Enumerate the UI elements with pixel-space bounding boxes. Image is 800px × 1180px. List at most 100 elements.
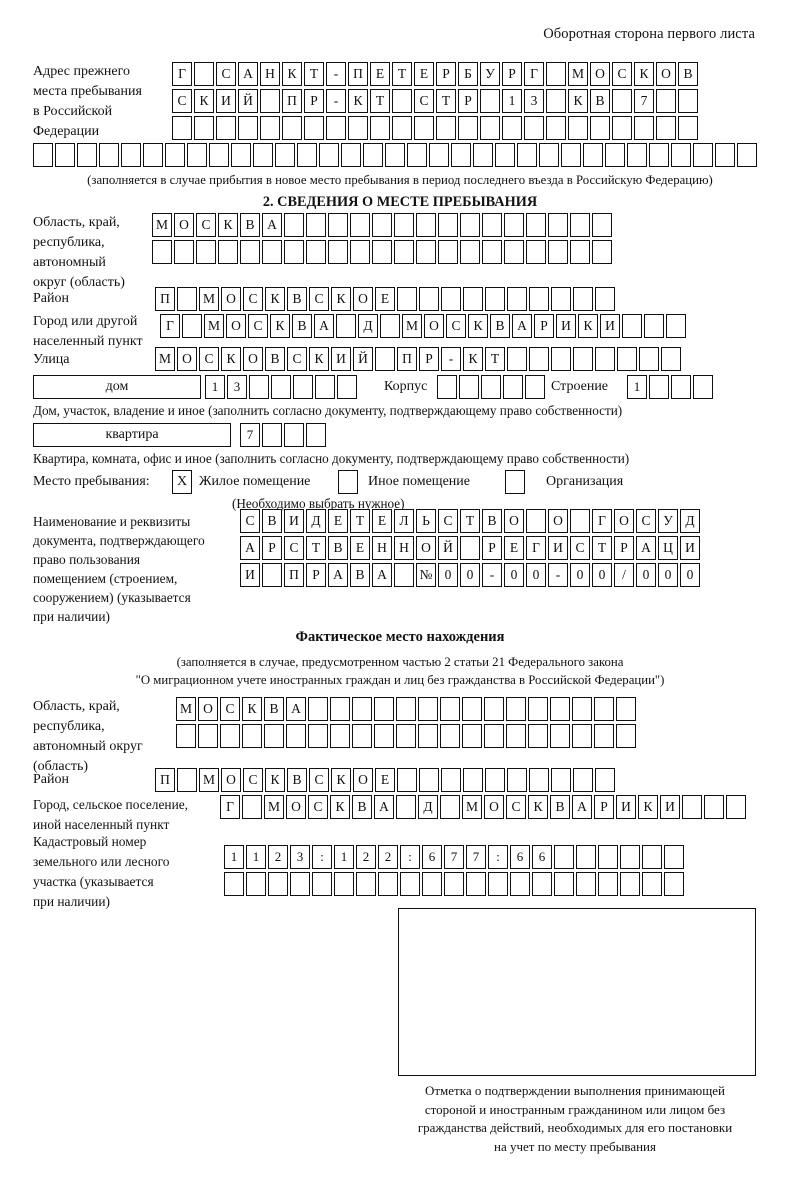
letter-cell[interactable]: Е [372, 509, 392, 533]
letter-cell[interactable]: М [264, 795, 284, 819]
letter-cell[interactable] [394, 240, 414, 264]
letter-cell[interactable]: П [155, 287, 175, 311]
letter-cell[interactable] [482, 213, 502, 237]
letter-cell[interactable] [572, 697, 592, 721]
letter-cell[interactable]: 0 [570, 563, 590, 587]
letter-cell[interactable] [284, 213, 304, 237]
letter-cell[interactable] [282, 116, 302, 140]
letter-cell[interactable]: О [353, 768, 373, 792]
letter-cell[interactable] [644, 314, 664, 338]
letter-cell[interactable]: Г [160, 314, 180, 338]
letter-cell[interactable]: О [424, 314, 444, 338]
letter-cell[interactable]: Т [370, 89, 390, 113]
letter-cell[interactable]: С [309, 287, 329, 311]
letter-cell[interactable]: 7 [444, 845, 464, 869]
letter-cell[interactable] [441, 287, 461, 311]
letter-cell[interactable] [726, 795, 746, 819]
letter-cell[interactable]: 0 [526, 563, 546, 587]
letter-cell[interactable] [612, 89, 632, 113]
stroenie-cells[interactable]: 1 [627, 375, 713, 399]
letter-cell[interactable] [341, 143, 361, 167]
letter-cell[interactable] [55, 143, 75, 167]
letter-cell[interactable]: М [155, 347, 175, 371]
letter-cell[interactable] [174, 240, 194, 264]
letter-cell[interactable]: К [242, 697, 262, 721]
letter-cell[interactable]: О [221, 768, 241, 792]
previous-address-row-4[interactable] [33, 143, 757, 167]
letter-cell[interactable]: Е [350, 536, 370, 560]
letter-cell[interactable]: П [282, 89, 302, 113]
letter-cell[interactable]: У [480, 62, 500, 86]
letter-cell[interactable]: Й [438, 536, 458, 560]
letter-cell[interactable] [246, 872, 266, 896]
letter-cell[interactable] [616, 697, 636, 721]
letter-cell[interactable] [330, 697, 350, 721]
letter-cell[interactable]: С [284, 536, 304, 560]
letter-cell[interactable]: О [177, 347, 197, 371]
letter-cell[interactable] [306, 240, 326, 264]
letter-cell[interactable] [504, 213, 524, 237]
letter-cell[interactable]: Т [392, 62, 412, 86]
letter-cell[interactable]: С [240, 509, 260, 533]
letter-cell[interactable] [297, 143, 317, 167]
flat-number-cells[interactable]: 7 [240, 423, 326, 447]
letter-cell[interactable] [526, 240, 546, 264]
letter-cell[interactable] [436, 116, 456, 140]
letter-cell[interactable] [312, 872, 332, 896]
letter-cell[interactable] [473, 143, 493, 167]
letter-cell[interactable] [319, 143, 339, 167]
letter-cell[interactable]: К [568, 89, 588, 113]
letter-cell[interactable]: 2 [268, 845, 288, 869]
letter-cell[interactable]: 0 [658, 563, 678, 587]
letter-cell[interactable]: В [287, 287, 307, 311]
letter-cell[interactable] [506, 724, 526, 748]
letter-cell[interactable]: Р [594, 795, 614, 819]
letter-cell[interactable]: А [262, 213, 282, 237]
letter-cell[interactable] [290, 872, 310, 896]
letter-cell[interactable] [194, 62, 214, 86]
letter-cell[interactable]: И [556, 314, 576, 338]
letter-cell[interactable]: Г [524, 62, 544, 86]
letter-cell[interactable] [573, 347, 593, 371]
letter-cell[interactable]: К [331, 287, 351, 311]
letter-cell[interactable]: С [612, 62, 632, 86]
letter-cell[interactable] [240, 240, 260, 264]
letter-cell[interactable] [642, 845, 662, 869]
letter-cell[interactable]: Д [358, 314, 378, 338]
letter-cell[interactable] [649, 375, 669, 399]
letter-cell[interactable]: Т [306, 536, 326, 560]
letter-cell[interactable]: Е [504, 536, 524, 560]
letter-cell[interactable] [370, 116, 390, 140]
letter-cell[interactable]: К [270, 314, 290, 338]
letter-cell[interactable] [627, 143, 647, 167]
letter-cell[interactable]: Р [534, 314, 554, 338]
letter-cell[interactable]: К [348, 89, 368, 113]
letter-cell[interactable]: Д [680, 509, 700, 533]
letter-cell[interactable]: С [636, 509, 656, 533]
letter-cell[interactable]: Р [482, 536, 502, 560]
letter-cell[interactable]: 0 [636, 563, 656, 587]
letter-cell[interactable] [422, 872, 442, 896]
letter-cell[interactable]: А [240, 536, 260, 560]
letter-cell[interactable]: А [572, 795, 592, 819]
letter-cell[interactable]: А [314, 314, 334, 338]
letter-cell[interactable] [165, 143, 185, 167]
letter-cell[interactable] [528, 724, 548, 748]
letter-cell[interactable]: Т [485, 347, 505, 371]
checkbox-residential[interactable]: X [172, 470, 192, 494]
letter-cell[interactable] [438, 213, 458, 237]
letter-cell[interactable] [551, 287, 571, 311]
letter-cell[interactable]: С [243, 287, 263, 311]
letter-cell[interactable] [306, 213, 326, 237]
letter-cell[interactable] [356, 872, 376, 896]
letter-cell[interactable]: Й [353, 347, 373, 371]
letter-cell[interactable] [524, 116, 544, 140]
letter-cell[interactable]: П [348, 62, 368, 86]
letter-cell[interactable]: Т [460, 509, 480, 533]
letter-cell[interactable]: / [614, 563, 634, 587]
letter-cell[interactable]: О [614, 509, 634, 533]
